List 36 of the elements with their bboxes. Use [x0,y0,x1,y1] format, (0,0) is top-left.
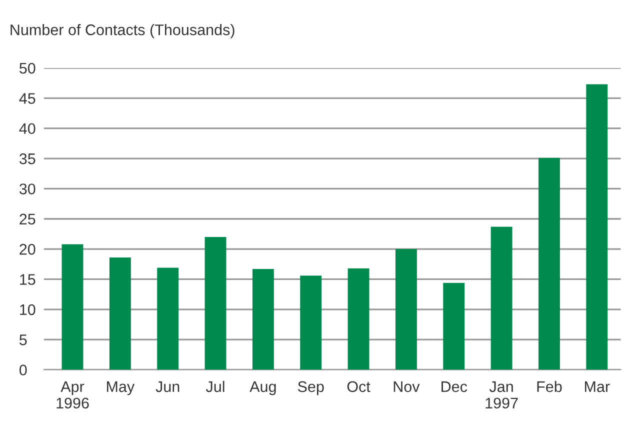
x-tick-label: Jul [206,380,224,392]
y-tick-label: 10 [20,304,36,316]
bar [538,158,560,370]
x-tick-label: Aug [250,381,276,396]
bar [252,268,274,370]
y-axis-title: Number of Contacts (Thousands) [10,24,234,38]
x-tick-label: Dec [442,381,468,392]
y-tick-label: 5 [20,334,27,346]
x-tick-label: Jun [156,381,180,392]
bar [490,226,512,370]
bar [586,84,608,370]
x-tick-label: Feb [537,380,562,392]
bar [443,282,465,370]
y-tick-label: 15 [20,274,36,285]
x-tick-label: Mar [584,381,610,392]
x-tick-label: Apr 1996 [56,381,89,409]
x-tick-label: Sep [298,381,324,396]
y-tick-label: 40 [19,123,36,134]
bar [109,258,131,370]
x-tick-label: Nov [394,381,420,392]
bar [204,236,226,370]
y-tick-label: 35 [19,153,36,164]
y-tick-label: 25 [20,214,36,225]
bar [300,276,322,370]
y-tick-label: 50 [20,62,36,74]
bar [62,244,84,370]
bar [395,249,417,370]
y-tick-label: 20 [20,244,36,255]
bar [348,268,370,370]
y-tick-label: 0 [19,364,27,376]
x-tick-label: May [106,381,135,396]
x-tick-label: Jan 1997 [486,381,518,409]
bar [157,268,179,370]
y-tick-label: 45 [19,93,36,104]
x-tick-label: Oct [347,381,370,392]
y-tick-label: 30 [19,184,36,194]
